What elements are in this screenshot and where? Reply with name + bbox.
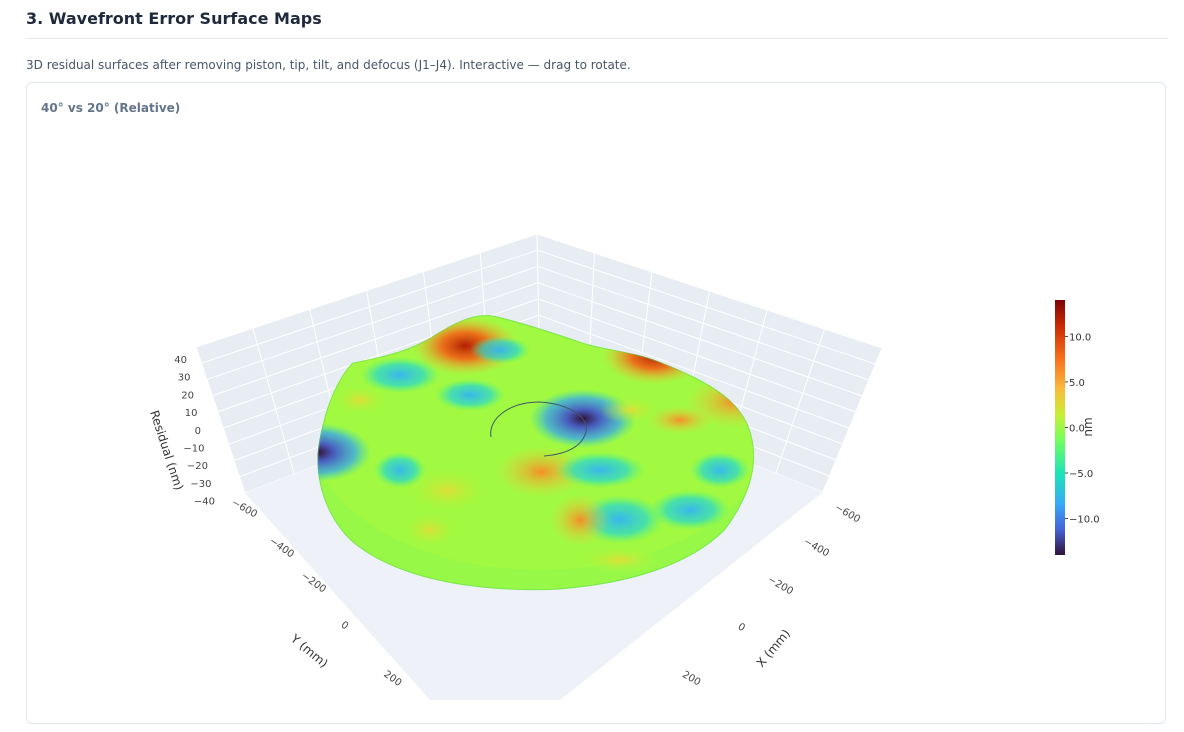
colorbar-tick-label: −10.0 bbox=[1069, 515, 1100, 526]
colorbar-tick-label: 5.0 bbox=[1069, 378, 1085, 389]
z-tick-label: 0 bbox=[195, 426, 201, 437]
surface-shade bbox=[690, 452, 750, 488]
surface-shade bbox=[470, 336, 530, 364]
z-tick-label: 10 bbox=[185, 408, 198, 419]
z-tick-label: −10 bbox=[183, 444, 204, 455]
y-axis-title: Y (mm) bbox=[287, 631, 330, 671]
z-tick-label: −30 bbox=[190, 479, 211, 490]
surface-shade bbox=[580, 546, 660, 574]
x-axis-title: X (mm) bbox=[754, 627, 794, 670]
surface-shade bbox=[332, 384, 388, 416]
surface-shade bbox=[550, 494, 610, 546]
x-tick-label: 200 bbox=[680, 669, 702, 688]
y-tick-label: 200 bbox=[381, 669, 403, 689]
scene-3d[interactable] bbox=[195, 233, 883, 700]
colorbar-title: nm bbox=[1081, 417, 1095, 436]
colorbar-tick-label: 0.0 bbox=[1069, 424, 1085, 435]
surface-shade bbox=[650, 490, 730, 530]
surface-shade bbox=[648, 406, 712, 434]
colorbar-gradient bbox=[1055, 300, 1065, 555]
section-divider bbox=[26, 38, 1168, 39]
x-tick-label: −200 bbox=[766, 574, 795, 597]
z-tick-label: 40 bbox=[174, 355, 187, 366]
colorbar: 10.0 5.0 0.0 −5.0 −10.0 nm bbox=[1055, 300, 1100, 555]
z-tick-label: 30 bbox=[178, 373, 191, 384]
center-ring bbox=[490, 401, 587, 457]
surface-shade bbox=[435, 379, 505, 411]
surface-peak bbox=[405, 466, 491, 514]
grid-line bbox=[252, 328, 295, 475]
surface-shade bbox=[600, 396, 660, 424]
z-tick-label: 20 bbox=[181, 390, 194, 401]
surface-shade bbox=[555, 452, 645, 488]
surface-peak bbox=[495, 446, 588, 498]
z-tick-label: −40 bbox=[194, 497, 215, 508]
colorbar-tick-label: 10.0 bbox=[1069, 332, 1091, 343]
section-title: 3. Wavefront Error Surface Maps bbox=[26, 9, 322, 28]
y-tick-label: 0 bbox=[339, 620, 351, 633]
x-tick-label: 0 bbox=[736, 621, 747, 634]
surface-shade bbox=[374, 452, 426, 488]
section-description: 3D residual surfaces after removing pist… bbox=[26, 58, 631, 72]
x-tick-label: −600 bbox=[833, 502, 862, 525]
x-tick-label: −400 bbox=[802, 536, 831, 559]
z-tick-label: −20 bbox=[187, 461, 208, 472]
surface-shade bbox=[360, 357, 440, 393]
surface-shade bbox=[402, 512, 458, 548]
chart-title: 40° vs 20° (Relative) bbox=[41, 101, 181, 115]
grid-line bbox=[775, 328, 825, 474]
z-axis-title: Residual (nm) bbox=[147, 409, 186, 492]
colorbar-tick-label: −5.0 bbox=[1069, 469, 1093, 480]
